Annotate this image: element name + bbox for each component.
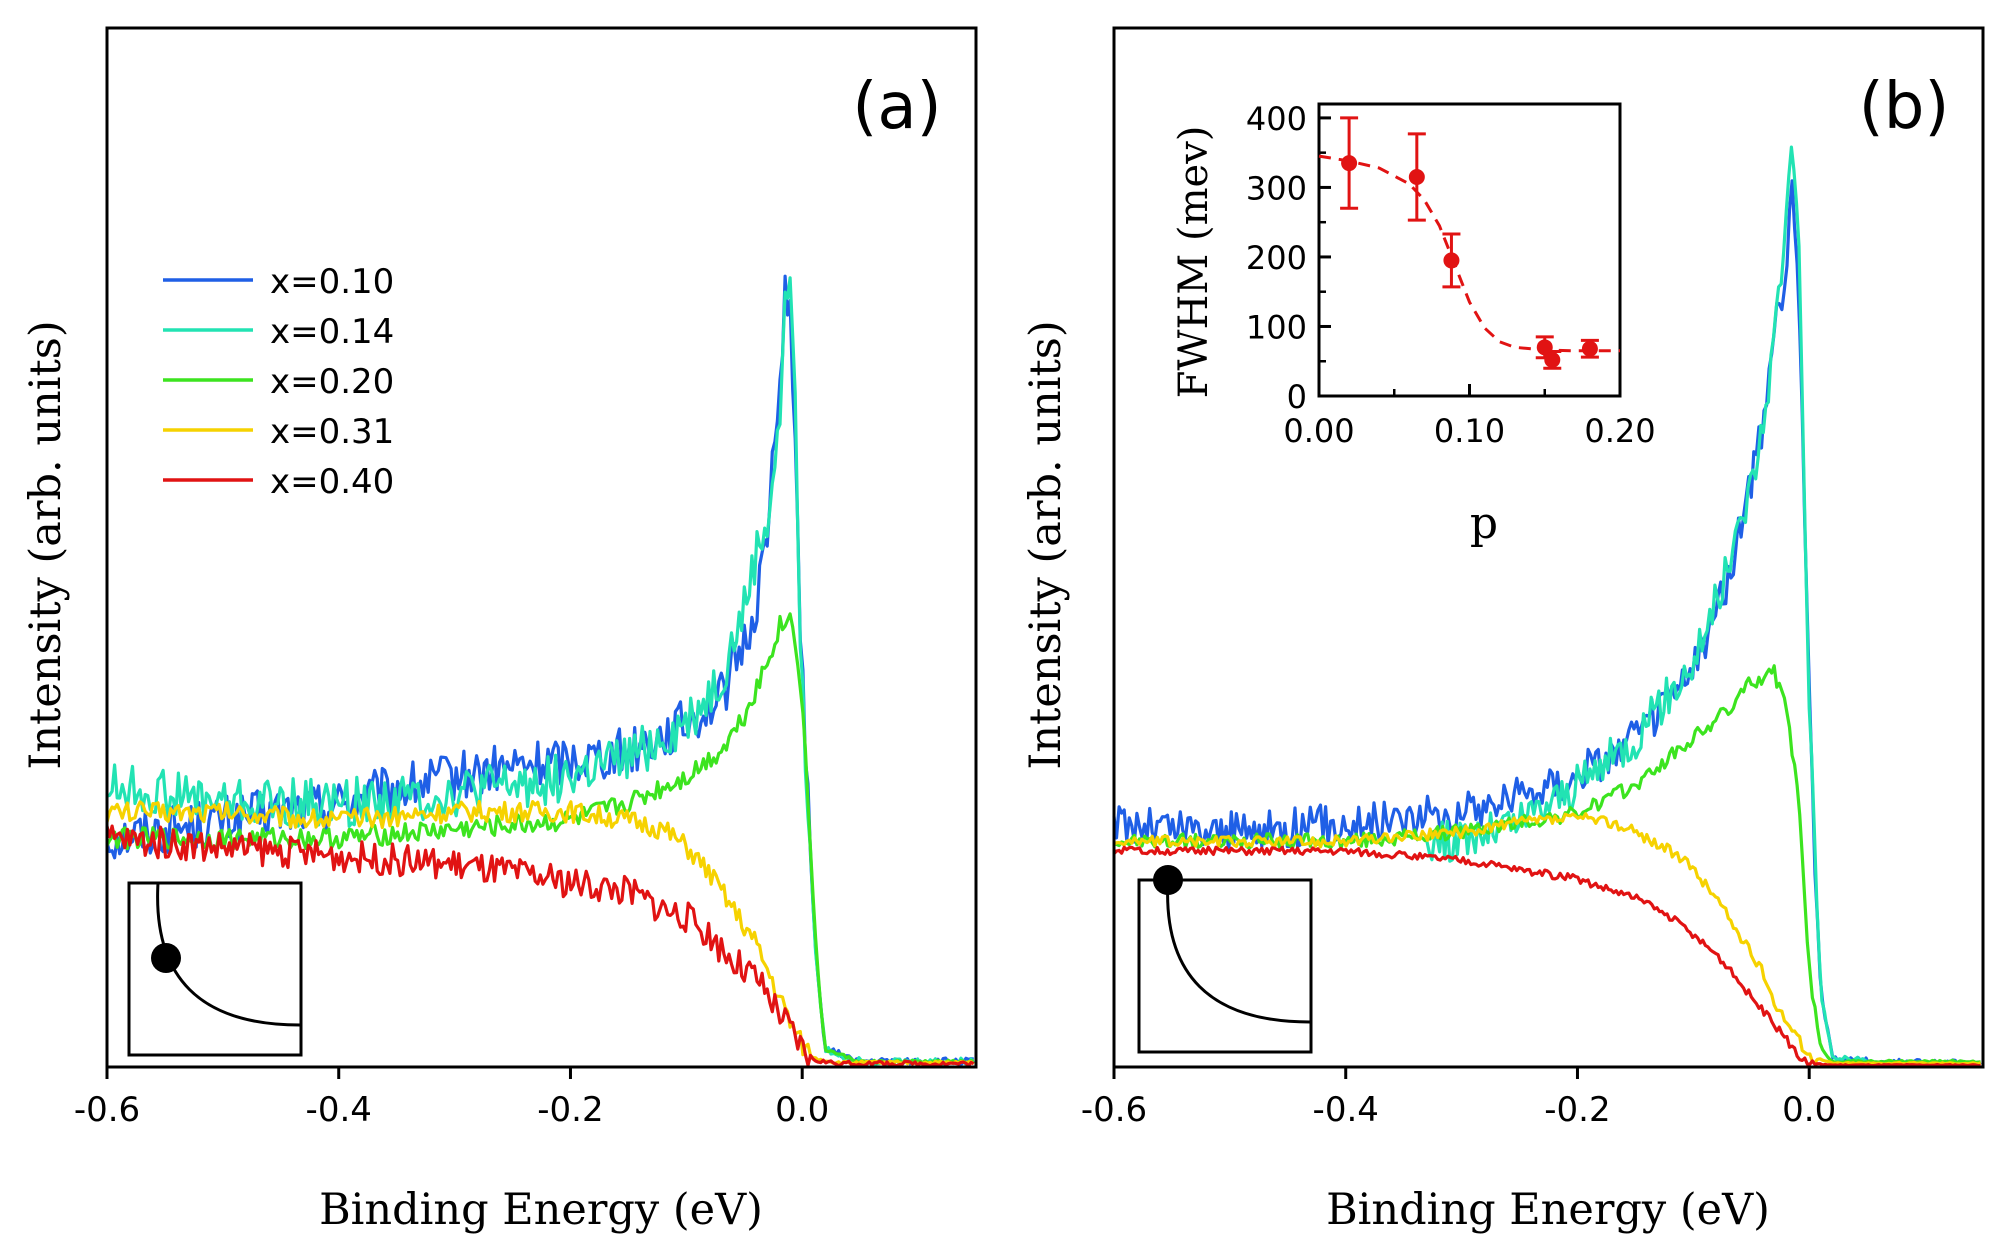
- panel-b-x-tick-label: -0.6: [1081, 1090, 1147, 1130]
- panel-b-x-tick-label: -0.2: [1544, 1090, 1610, 1130]
- inset-y-tick-label: 300: [1246, 169, 1307, 207]
- panel-a-label: (a): [852, 70, 941, 144]
- panel-b-label: (b): [1859, 70, 1950, 144]
- inset-x-tick-label: 0.00: [1283, 412, 1354, 450]
- panel-a-x-tick-label: -0.4: [306, 1090, 372, 1130]
- inset-x-label: p: [1470, 498, 1498, 549]
- panel-a-series: [105, 274, 976, 1068]
- inset-data-point: [1581, 340, 1598, 357]
- inset-x-tick-label: 0.10: [1434, 412, 1505, 450]
- panel-b-series: [1112, 145, 1982, 1068]
- panel-b-series-x031: [1113, 812, 1982, 1066]
- panel-a-x-tick-label: -0.2: [537, 1090, 603, 1130]
- inset-data-point: [1443, 252, 1460, 269]
- panel-b-x-ticks: -0.6 -0.4 -0.2 0.0: [1081, 1067, 1836, 1130]
- panel-b-x-tick-label: 0.0: [1782, 1090, 1836, 1130]
- fermi-surface-node-icon: [127, 881, 303, 1057]
- inset-data-point: [1544, 351, 1561, 368]
- legend: x=0.10 x=0.14 x=0.20 x=0.31 x=0.40: [163, 262, 394, 502]
- legend-label-x040: x=0.40: [270, 462, 394, 502]
- panel-a-x-tick-label: 0.0: [775, 1090, 829, 1130]
- inset-frame: [1317, 102, 1622, 398]
- inset-ticks: 0 100 200 300 400 0.00 0.10 0.20: [1246, 100, 1656, 450]
- inset-y-tick-label: 400: [1246, 100, 1307, 138]
- inset-y-tick-label: 200: [1246, 239, 1307, 277]
- panel-a-frame: [105, 26, 978, 1069]
- inset-data-point: [1408, 169, 1425, 185]
- panel-b: Intensity (arb. units) Binding Energy (e…: [1021, 26, 1985, 1235]
- panel-a-series-x040: [105, 824, 975, 1068]
- panel-b-series-x014: [1425, 145, 1879, 1066]
- panel-b-series-x040: [1112, 845, 1981, 1068]
- inset-y-label: FWHM (mev): [1171, 126, 1217, 399]
- inset-x-tick-label: 0.20: [1584, 412, 1655, 450]
- legend-label-x031: x=0.31: [270, 412, 394, 452]
- panel-a-x-label: Binding Energy (eV): [319, 1185, 763, 1235]
- fermi-surface-antinode-icon: [1137, 865, 1313, 1054]
- legend-label-x010: x=0.10: [270, 262, 394, 302]
- fwhm-inset-chart: FWHM (mev) p 0 100 200 300 400 0.00 0.10 0.20: [1171, 100, 1656, 549]
- panel-a-x-tick-label: -0.6: [74, 1090, 140, 1130]
- panel-b-y-label: Intensity (arb. units): [1021, 320, 1071, 769]
- legend-label-x020: x=0.20: [270, 362, 394, 402]
- inset-data-point: [1341, 155, 1358, 172]
- panel-a-y-label: Intensity (arb. units): [21, 320, 71, 769]
- inset-y-tick-label: 0: [1287, 378, 1307, 416]
- panel-a-x-ticks: -0.6 -0.4 -0.2 0.0: [74, 1067, 829, 1130]
- panel-b-x-tick-label: -0.4: [1313, 1090, 1379, 1130]
- legend-label-x014: x=0.14: [270, 312, 394, 352]
- inset-y-tick-label: 100: [1246, 308, 1307, 346]
- panel-b-frame: [1112, 26, 1985, 1069]
- panel-a: Intensity (arb. units) Binding Energy (e…: [21, 26, 978, 1235]
- panel-b-x-label: Binding Energy (eV): [1326, 1185, 1770, 1235]
- inset-marks: [1318, 116, 1620, 370]
